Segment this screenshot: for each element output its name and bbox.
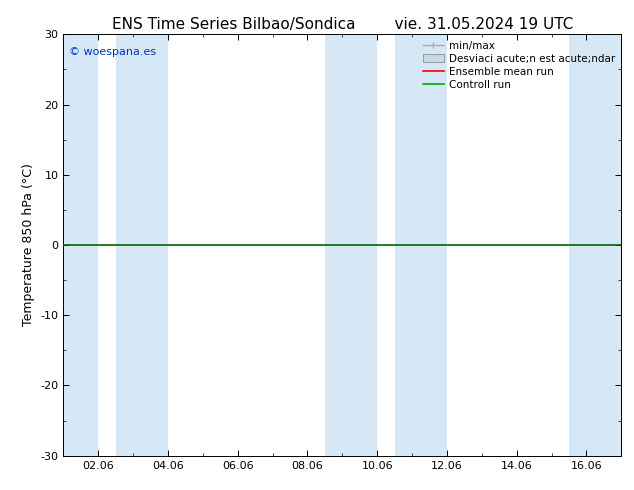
Bar	[394, 34, 447, 456]
Bar	[63, 34, 98, 456]
Bar	[115, 34, 168, 456]
Legend: min/max, Desviaci acute;n est acute;ndar, Ensemble mean run, Controll run: min/max, Desviaci acute;n est acute;ndar…	[418, 36, 619, 94]
Bar	[569, 34, 621, 456]
Text: © woespana.es: © woespana.es	[69, 47, 156, 57]
Title: ENS Time Series Bilbao/Sondica        vie. 31.05.2024 19 UTC: ENS Time Series Bilbao/Sondica vie. 31.0…	[112, 17, 573, 32]
Bar	[325, 34, 377, 456]
Y-axis label: Temperature 850 hPa (°C): Temperature 850 hPa (°C)	[22, 164, 35, 326]
